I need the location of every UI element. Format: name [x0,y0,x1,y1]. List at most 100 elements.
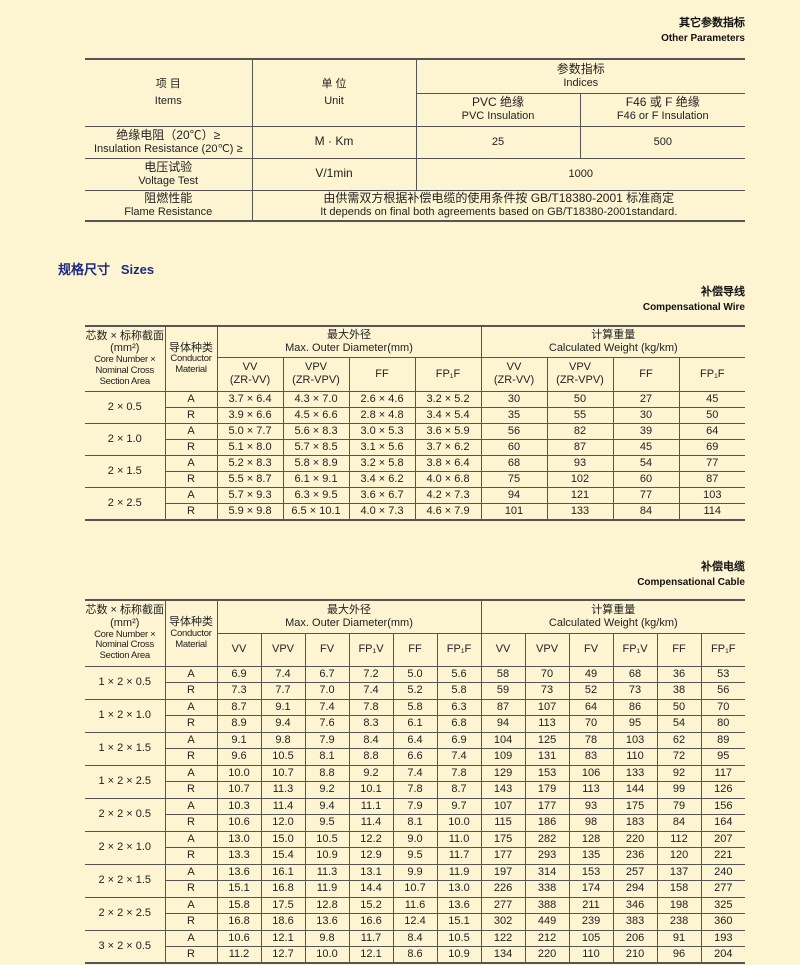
value-cell: 68 [480,454,548,472]
value-cell: 3.6 × 6.7 [348,487,416,505]
value-cell: 87 [678,470,746,489]
value-cell: 302 [480,913,526,931]
value-cell: 3.1 × 5.6 [348,438,416,456]
table-row: 1 × 2 × 0.5 A 6.9 7.4 6.7 7.2 5.0 5.6 58 70 49 68 36… [85,665,746,700]
value-cell: 94 [480,715,526,733]
header-f46: F46 或 F 绝缘 F46 or F Insulation [579,92,746,127]
value-cell: 133 [546,503,614,521]
value-cell: 207 [700,830,746,848]
row-voltage-test: 电压试验 Voltage Test V/1min 1000 [85,157,746,191]
value-cell: 8.1 [304,748,350,766]
value-cell: 122 [480,929,526,947]
value-cell: 210 [612,946,658,964]
value-cell: 16.1 [260,863,306,881]
header-conductor-zh: 导体种类 [169,616,213,628]
value-cell: 5.8 [436,682,482,700]
value-cell: 104 [480,731,526,749]
header-unit-en: Unit [324,94,344,107]
value-cell: 79 [656,797,702,815]
value-cell: 6.4 [392,731,438,749]
table-row: R 13.3 15.4 10.9 12.9 9.5 11.7 177 293 135 236 120 2… [85,847,746,865]
item-en: Voltage Test [138,174,199,187]
value-cell: 5.5 × 8.7 [216,470,284,489]
value-cell: 294 [612,880,658,898]
value-cell: 211 [568,896,614,914]
header-weight-zh: 计算重量 [591,604,636,617]
size-cell: 2 × 1.0 [85,422,166,456]
value-cell: 6.1 × 9.1 [282,470,350,489]
value-cell: 7.3 [216,682,262,700]
header-weight: 计算重量 Calculated Weight (kg/km) [480,325,746,358]
conductor-cell: A [164,830,218,848]
value-cell: 346 [612,896,658,914]
value-cell: 14.4 [348,880,394,898]
flame-value-zh: 由供需双方根据补偿电缆的使用条件按 GB/T18380-2001 标准商定 [323,191,675,206]
value-cell: 68 [612,665,658,683]
value-cell: 99 [656,781,702,799]
value-cell: 153 [568,863,614,881]
value-cell: 70 [524,665,570,683]
value-cell: 89 [700,731,746,749]
value-cell: 12.8 [304,896,350,914]
conductor-cell: R [165,946,218,964]
value-cell: 6.3 [436,698,482,716]
value-cell: 277 [700,880,746,898]
header-diam-en: Max. Outer Diameter(mm) [285,341,413,354]
value-cell: 9.0 [392,830,438,848]
weight-col-header: VV (ZR-VV) [480,356,548,392]
table-row: 1 × 2 × 2.5 A 10.0 10.7 8.8 9.2 7.4 7.8 129 153 10… [85,764,746,799]
value-cell: 77 [678,454,746,472]
value-cell: 5.0 [392,665,438,683]
value-cell: 16.8 [260,880,306,898]
conductor-cell: R [165,438,218,456]
size-cell: 2 × 2 × 2.5 [85,896,166,931]
header-weight: 计算重量 Calculated Weight (kg/km) [480,599,746,634]
value-cell: 101 [480,503,548,521]
value-cell: 10.0 [436,814,482,832]
table-row: R 15.1 16.8 11.9 14.4 10.7 13.0 226 338 174 294 158… [85,880,746,898]
header-core-en: Core Number × Nominal Cross Section Area [94,628,156,662]
value-cell: 10.9 [304,847,350,865]
value-cell: 193 [700,929,746,947]
table-row: R 11.2 12.7 10.0 12.1 8.6 10.9 134 220 110 210 96 20… [85,946,746,964]
conductor-cell: R [165,814,218,832]
value-cell: 15.4 [260,847,306,865]
value-cell: 80 [700,715,746,733]
value-cell: 7.8 [348,698,394,716]
size-cell: 2 × 1.5 [85,454,166,489]
value-cell: 12.0 [260,814,306,832]
value-cell: 4.6 × 7.9 [414,503,482,521]
value-cell: 117 [700,764,746,782]
compensational-wire-table: 芯数 × 标称截面(mm²) Core Number × Nominal Cros… [85,325,746,521]
row-insulation-resistance: 绝缘电阻（20℃）≥ Insulation Resistance (20℃) ≥ … [85,125,746,159]
value-cell: 16.8 [216,913,262,931]
diam-col-header: FP₁F [436,632,482,667]
header-conductor-zh: 导体种类 [169,341,213,354]
value-cell: 86 [612,698,658,716]
table-row: 2 × 2 × 1.5 A 13.6 16.1 11.3 13.1 9.9 11.9 197 31… [85,863,746,898]
value-cell: 2.8 × 4.8 [348,406,416,424]
header-weight-zh: 计算重量 [591,329,636,342]
value-cell: 27 [612,390,680,408]
conductor-cell: A [164,797,218,815]
value-cell: 177 [524,797,570,815]
value-cell: 103 [612,731,658,749]
value-cell: 11.9 [304,880,350,898]
value-cell: 121 [546,487,614,505]
value-cell: 325 [700,896,746,914]
value-cell: 18.6 [260,913,306,931]
value-cell: 17.5 [260,896,306,914]
value-cell: 449 [524,913,570,931]
header-indices: 参数指标 Indices [415,58,746,94]
value-cell: 50 [546,390,614,408]
value-cell: 110 [568,946,614,964]
value-cell: 9.7 [436,797,482,815]
table-row: R 5.9 × 9.8 6.5 × 10.1 4.0 × 7.3 4.6 × 7.9 10… [85,503,746,521]
conductor-cell: R [165,847,218,865]
value-cell: 11.6 [392,896,438,914]
value-cell: 8.9 [216,715,262,733]
value-cell: 84 [612,503,680,521]
value-cell: 10.7 [216,781,262,799]
header-core-zh: 芯数 × 标称截面(mm²) [85,604,165,629]
value-cell: 113 [524,715,570,733]
